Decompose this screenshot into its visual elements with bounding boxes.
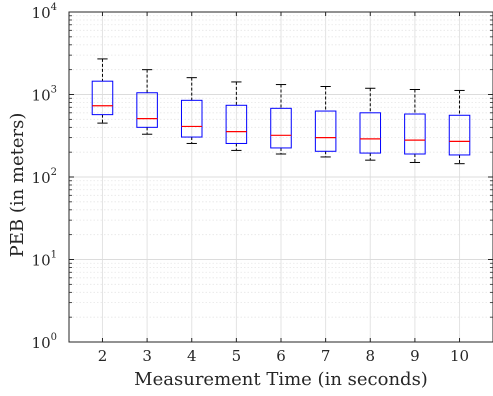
- box-4: [180, 77, 203, 144]
- box-iqr: [225, 104, 248, 144]
- box-iqr: [359, 112, 382, 154]
- x-tick-label: 6: [276, 347, 286, 365]
- box-8: [359, 87, 382, 161]
- box-iqr: [270, 107, 292, 149]
- grid-lines: [69, 12, 493, 343]
- box-iqr: [180, 99, 203, 138]
- box-6: [270, 84, 292, 155]
- box-2: [91, 58, 114, 124]
- box-iqr: [91, 80, 114, 116]
- box-10: [448, 89, 471, 165]
- x-tick-label: 10: [450, 347, 469, 365]
- x-tick-label: 8: [365, 347, 375, 365]
- box-series: [91, 58, 471, 165]
- x-tick-label: 7: [321, 347, 331, 365]
- box-7: [314, 86, 337, 158]
- y-axis-label: PEB (in meters): [7, 113, 28, 258]
- box-iqr: [314, 110, 337, 152]
- box-5: [225, 81, 248, 151]
- box-3: [136, 69, 158, 135]
- y-tick-label: 104: [32, 2, 57, 22]
- axes: 2 3 4 5 6 7 8 9 10 100 101 102 103 104: [32, 2, 493, 365]
- y-tick-label: 102: [32, 167, 57, 187]
- box-9: [404, 88, 426, 163]
- x-tick-label: 9: [410, 347, 420, 365]
- x-tick-label: 5: [232, 347, 242, 365]
- x-tick-label: 2: [98, 347, 108, 365]
- x-axis-label: Measurement Time (in seconds): [134, 369, 428, 390]
- x-tick-label: 3: [142, 347, 152, 365]
- box-iqr: [448, 114, 471, 156]
- y-tick-label: 103: [32, 85, 57, 105]
- box-iqr: [404, 113, 426, 155]
- x-tick-label: 4: [187, 347, 197, 365]
- y-tick-label: 100: [32, 332, 57, 352]
- box-iqr: [136, 92, 158, 128]
- y-tick-label: 101: [32, 250, 57, 270]
